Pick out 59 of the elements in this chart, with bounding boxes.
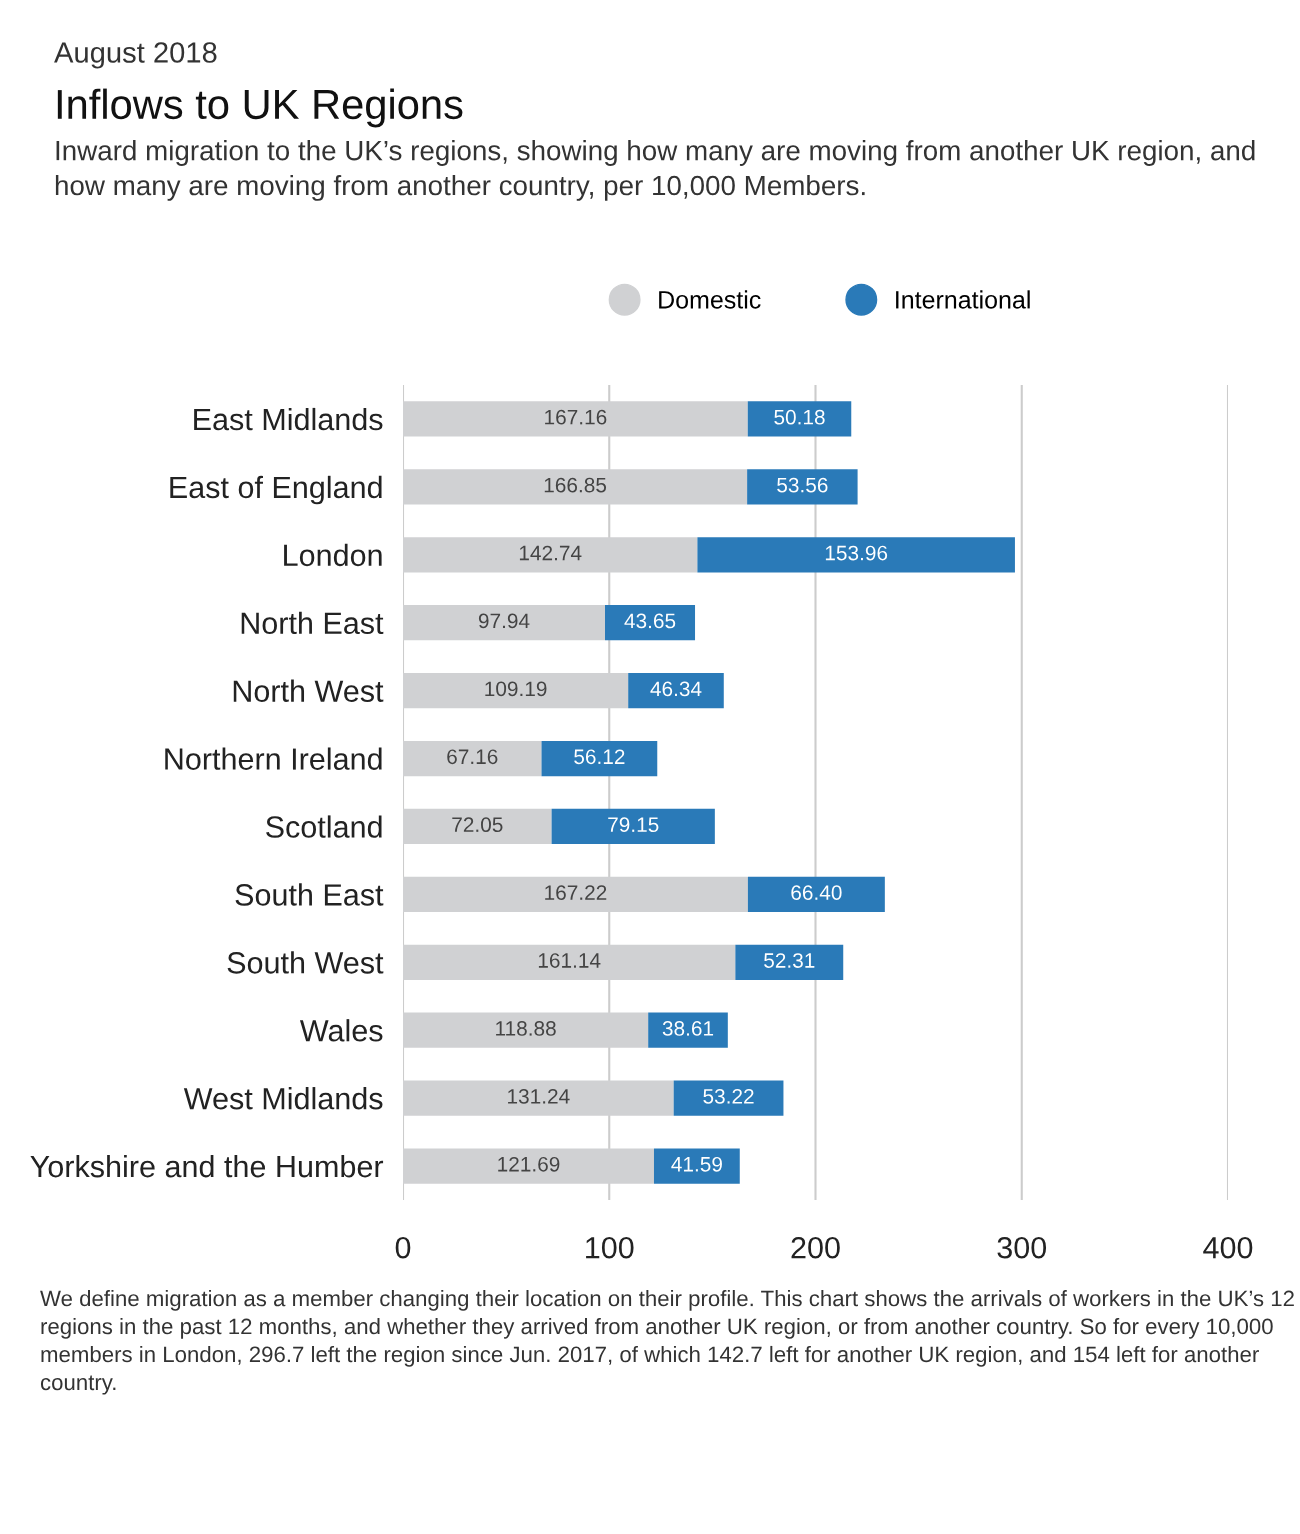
y-tick-label: Northern Ireland [165, 747, 382, 770]
data-label: 53.22 [703, 1088, 754, 1104]
data-label: 167.22 [545, 885, 607, 900]
data-label: 50.18 [774, 409, 825, 425]
legend-label: International [896, 290, 1030, 309]
y-tick-label: East of England [170, 475, 382, 505]
y-tick-label: Yorkshire and the Humber [30, 1154, 384, 1178]
y-tick-label: South East [235, 883, 384, 906]
data-label: 56.12 [574, 749, 625, 765]
x-tick-label: 300 [997, 1236, 1047, 1259]
bar [673, 1080, 784, 1116]
y-tick-label: London [284, 543, 382, 567]
text: Inward migration to the UK’s regions, showing how many are moving from another UK region, and how many are moving from another country, per 10,000 Members. [55, 140, 1255, 201]
y-tick-label: South West [227, 951, 384, 974]
data-label: 38.61 [662, 1021, 714, 1036]
data-label: 153.96 [825, 545, 888, 561]
bar [551, 808, 715, 845]
y-tick-label: Scotland [266, 815, 382, 838]
data-label: 97.94 [478, 613, 530, 629]
data-label: 41.59 [671, 1156, 722, 1172]
bar [747, 876, 885, 913]
text: We define migration as a member changing their location on their profile. This chart shows the arrivals of workers in the UK’s 12 regions in the past 12 months, and whether they arrived from another UK region, or from another country. So for every 10,000 members in London, 296.7 left the region since Jun. 2017, of which 142.7 left for another UK region, and 154 left for another country. [40, 1290, 1294, 1395]
text: August 2018 [54, 42, 217, 69]
y-tick-label: Wales [299, 1019, 383, 1042]
data-label: 79.15 [608, 817, 659, 833]
data-label: 142.74 [519, 545, 582, 561]
bar [747, 401, 852, 437]
data-label: 161.14 [538, 953, 601, 968]
bar [605, 605, 696, 641]
data-label: 72.05 [452, 817, 503, 833]
bar [628, 672, 724, 709]
data-label: 66.40 [791, 885, 842, 900]
x-tick-label: 100 [586, 1236, 634, 1259]
y-tick-label: North West [233, 679, 384, 702]
data-label: 166.85 [544, 477, 607, 493]
bar [697, 537, 1015, 573]
x-tick-label: 200 [791, 1236, 840, 1259]
data-label: 53.56 [777, 477, 828, 493]
data-label: 67.16 [447, 749, 498, 765]
bar [648, 1012, 728, 1048]
data-label: 43.65 [624, 613, 676, 629]
y-tick-label: West Midlands [183, 1087, 383, 1110]
x-tick-label: 0 [395, 1236, 411, 1259]
data-label: 52.31 [764, 953, 815, 968]
chart-title: Inflows to UK Regions [57, 88, 463, 128]
data-label: 167.16 [545, 409, 607, 425]
bar [653, 1148, 740, 1184]
y-tick-label: East Midlands [194, 407, 383, 431]
bar [541, 740, 658, 777]
x-tick-label: 400 [1203, 1236, 1253, 1259]
bar [747, 469, 858, 505]
data-label: 46.34 [650, 681, 702, 697]
data-label: 131.24 [508, 1088, 570, 1104]
data-label: 121.69 [498, 1156, 560, 1172]
y-tick-label: North East [241, 611, 384, 635]
bar [735, 944, 844, 980]
data-label: 109.19 [485, 681, 547, 697]
legend-label: Domestic [659, 290, 761, 309]
data-label: 118.88 [496, 1021, 556, 1036]
